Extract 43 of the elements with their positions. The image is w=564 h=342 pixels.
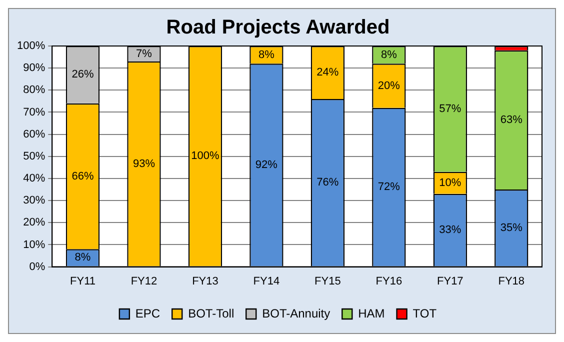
y-tick-label: 10% xyxy=(23,238,46,251)
data-label: 93% xyxy=(132,158,156,170)
data-label: 63% xyxy=(500,114,523,126)
y-tick-label: 0% xyxy=(29,260,46,273)
data-label: 20% xyxy=(378,80,400,92)
data-label: 57% xyxy=(439,102,462,115)
legend-label: EPC xyxy=(135,306,160,320)
x-tick-label: FY14 xyxy=(253,275,280,288)
data-label: 66% xyxy=(72,170,94,182)
x-tick-label: FY15 xyxy=(314,275,341,288)
y-tick-label: 90% xyxy=(23,62,46,74)
x-tick-label: FY18 xyxy=(498,275,525,288)
legend-label: TOT xyxy=(412,306,438,320)
y-tick-label: 60% xyxy=(23,128,46,140)
legend-label: BOT-Toll xyxy=(188,306,234,320)
data-label: 100% xyxy=(191,150,220,162)
data-label: 8% xyxy=(380,48,398,61)
data-label: 7% xyxy=(136,48,152,60)
legend-label: HAM xyxy=(358,306,385,320)
data-label: 72% xyxy=(378,181,400,194)
y-tick-label: 30% xyxy=(23,194,46,207)
data-label: 76% xyxy=(316,176,339,189)
data-label: 24% xyxy=(316,66,339,79)
y-tick-label: 40% xyxy=(23,172,46,185)
data-label: 26% xyxy=(72,68,94,81)
data-label: 8% xyxy=(74,252,91,264)
x-tick-label: FY16 xyxy=(376,275,402,288)
y-tick-label: 50% xyxy=(23,150,46,162)
x-tick-label: FY12 xyxy=(130,275,158,288)
x-tick-label: FY17 xyxy=(437,275,464,288)
y-tick-label: 20% xyxy=(23,216,46,229)
y-tick-label: 80% xyxy=(23,84,46,96)
x-tick-label: FY13 xyxy=(192,275,218,288)
data-label: 10% xyxy=(439,176,462,189)
legend-label: BOT-Annuity xyxy=(262,306,330,320)
chart-title: Road Projects Awarded xyxy=(166,16,390,39)
y-tick-label: 100% xyxy=(16,40,46,52)
data-label: 33% xyxy=(439,224,462,236)
y-tick-label: 70% xyxy=(23,106,46,118)
data-label: 8% xyxy=(258,48,275,61)
data-label: 35% xyxy=(500,222,523,234)
data-label: 92% xyxy=(255,159,278,172)
x-tick-label: FY11 xyxy=(70,275,96,288)
